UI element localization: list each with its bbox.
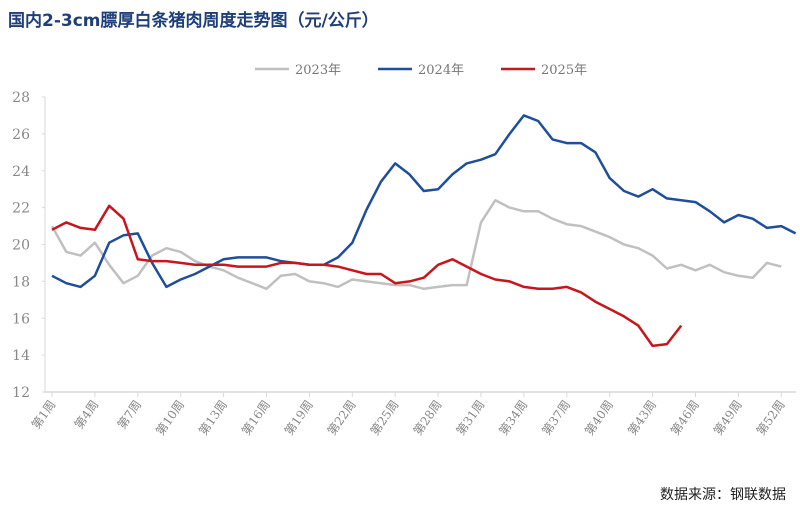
legend-label: 2025年 (541, 63, 587, 78)
x-tick-label: 第25周 (368, 398, 402, 438)
x-tick-label: 第49周 (711, 398, 745, 438)
x-tick-label: 第10周 (153, 398, 187, 438)
x-tick-label: 第13周 (196, 398, 230, 438)
y-tick-label: 18 (12, 274, 30, 290)
x-tick-label: 第7周 (115, 398, 145, 432)
series-line-2025年 (51, 204, 683, 348)
series-line-2023年 (50, 199, 782, 291)
y-tick-label: 28 (12, 90, 30, 106)
y-tick-label: 20 (12, 238, 30, 254)
legend-label: 2023年 (295, 63, 341, 78)
legend-label: 2024年 (418, 63, 464, 78)
y-tick-label: 22 (12, 201, 30, 217)
y-tick-label: 14 (12, 348, 30, 364)
x-tick-label: 第34周 (496, 398, 530, 438)
x-tick-label: 第37周 (539, 398, 573, 438)
x-tick-label: 第28周 (411, 398, 445, 438)
y-tick-label: 24 (12, 164, 30, 180)
y-tick-label: 12 (12, 385, 30, 401)
x-tick-label: 第19周 (282, 398, 316, 438)
x-tick-label: 第46周 (668, 398, 702, 438)
data-source: 数据来源：钢联数据 (660, 487, 786, 503)
x-tick-label: 第16周 (239, 398, 273, 438)
x-tick-label: 第1周 (29, 398, 59, 432)
series-line-2024年 (51, 114, 797, 289)
x-tick-label: 第4周 (72, 398, 102, 432)
x-tick-label: 第31周 (453, 398, 487, 438)
x-tick-label: 第52周 (754, 398, 788, 438)
x-tick-label: 第40周 (582, 398, 616, 438)
x-tick-label: 第43周 (625, 398, 659, 438)
y-tick-label: 16 (12, 311, 30, 327)
chart-title: 国内2-3cm膘厚白条猪肉周度走势图（元/公斤） (8, 11, 379, 31)
y-tick-label: 26 (12, 127, 30, 143)
x-tick-label: 第22周 (325, 398, 359, 438)
